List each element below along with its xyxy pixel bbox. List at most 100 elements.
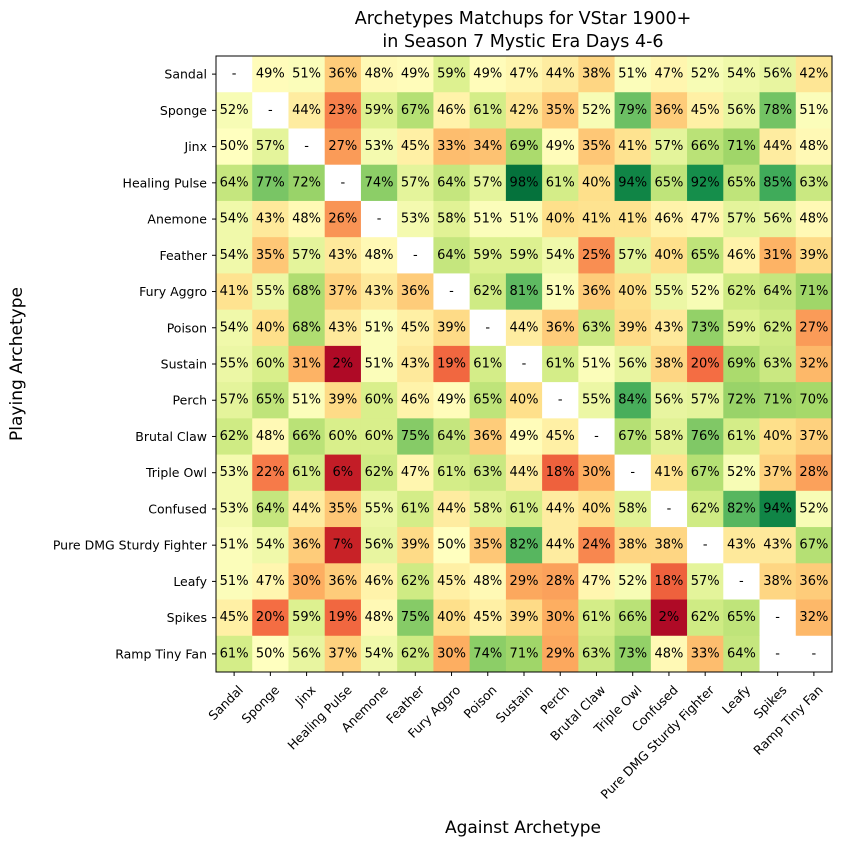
cell-value-label: 62% [691, 501, 720, 516]
heatmap-cell [360, 200, 398, 238]
heatmap-cell [578, 418, 616, 456]
heatmap-cell [614, 635, 652, 673]
cell-value-label: 35% [256, 248, 285, 263]
heatmap-cell [650, 345, 688, 383]
cell-value-label: 61% [401, 501, 430, 516]
cell-value-label: 56% [727, 103, 756, 118]
cell-value-label: 44% [292, 501, 321, 516]
y-tick-label: Anemone [147, 212, 207, 227]
heatmap-cell [216, 309, 253, 347]
heatmap-cell [505, 56, 543, 93]
cell-value-label: 37% [799, 429, 828, 444]
cell-value-label: 43% [365, 284, 394, 299]
heatmap-cell [360, 599, 398, 637]
cell-value-label: 64% [437, 429, 466, 444]
heatmap-cell [288, 563, 326, 601]
heatmap-cell [542, 164, 579, 202]
y-tick-label: Leafy [173, 574, 207, 589]
cell-value-label: 48% [799, 212, 828, 227]
heatmap-cell [469, 164, 507, 202]
heatmap-cell [433, 418, 471, 456]
cell-value-label: 49% [401, 67, 430, 82]
heatmap-cell [795, 490, 833, 528]
heatmap-cell [578, 273, 616, 311]
y-tick-label: Sandal [164, 67, 207, 82]
cell-value-label: 18% [654, 574, 683, 589]
cell-value-label: 39% [618, 320, 647, 335]
heatmap-cell [687, 56, 724, 93]
heatmap-cell [650, 273, 688, 311]
cell-value-label: 39% [328, 393, 357, 408]
cell-value-label: 51% [292, 67, 321, 82]
heatmap-cell [216, 128, 253, 166]
cell-value-label: 43% [654, 320, 683, 335]
heatmap-cell [216, 200, 253, 238]
y-tick-label: Poison [167, 320, 207, 335]
heatmap-cell [723, 164, 761, 202]
cell-value-label: - [232, 67, 237, 82]
cell-value-label: 38% [618, 538, 647, 553]
cell-value-label: 57% [618, 248, 647, 263]
heatmap-cell [288, 92, 326, 129]
cell-value-label: - [304, 139, 309, 154]
cell-value-label: 48% [365, 248, 394, 263]
heatmap-cell [723, 382, 761, 419]
cell-value-label: 65% [727, 610, 756, 625]
cell-value-label: 48% [256, 429, 285, 444]
y-axis-label: Playing Archetype [7, 287, 27, 441]
cell-value-label: 60% [365, 393, 394, 408]
cell-value-label: 66% [292, 429, 321, 444]
cell-value-label: 46% [401, 393, 430, 408]
cell-value-label: 64% [256, 501, 285, 516]
heatmap-cell [397, 490, 434, 528]
cell-value-label: 57% [256, 139, 285, 154]
cell-value-label: 35% [582, 139, 611, 154]
heatmap-cell [397, 200, 434, 238]
heatmap-cell [469, 382, 507, 419]
cell-value-label: 62% [401, 646, 430, 661]
heatmap-cell [397, 527, 434, 564]
heatmap-cell [216, 273, 253, 311]
heatmap-cell [252, 128, 289, 166]
heatmap-cell [759, 454, 797, 492]
cell-value-label: 74% [473, 646, 502, 661]
heatmap-cell [795, 309, 833, 347]
cell-value-label: 41% [618, 139, 647, 154]
cell-value-label: 51% [510, 212, 539, 227]
heatmap-cell [723, 92, 761, 129]
heatmap-cell [397, 418, 434, 456]
cell-value-label: 53% [220, 501, 249, 516]
cell-value-label: 40% [582, 175, 611, 190]
cell-value-label: 40% [618, 284, 647, 299]
heatmap-cell [433, 92, 471, 129]
x-tick-label: Sustain [493, 682, 536, 725]
cell-value-label: 39% [437, 320, 466, 335]
heatmap-cell [324, 345, 362, 383]
heatmap-cell [360, 454, 398, 492]
x-axis-label: Against Archetype [445, 818, 601, 838]
heatmap-cell [324, 382, 362, 419]
heatmap-cell [324, 418, 362, 456]
heatmap-cell [469, 273, 507, 311]
cell-value-label: - [630, 465, 635, 480]
heatmap-cell [252, 56, 289, 93]
cell-value-label: 51% [618, 67, 647, 82]
cell-value-label: - [775, 646, 780, 661]
cell-value-label: 49% [473, 67, 502, 82]
heatmap-cell [288, 382, 326, 419]
cell-value-label: 48% [365, 610, 394, 625]
y-tick-label: Jinx [184, 139, 207, 154]
cell-value-label: 40% [256, 320, 285, 335]
heatmap-cell [397, 599, 434, 637]
cell-value-label: 54% [220, 248, 249, 263]
cell-value-label: 52% [220, 103, 249, 118]
heatmap-cell [324, 164, 362, 202]
cell-value-label: 48% [473, 574, 502, 589]
heatmap-cell [650, 56, 688, 93]
cell-value-label: 43% [328, 320, 357, 335]
heatmap-cell [578, 164, 616, 202]
cell-value-label: 41% [582, 212, 611, 227]
heatmap-cell [469, 237, 507, 274]
